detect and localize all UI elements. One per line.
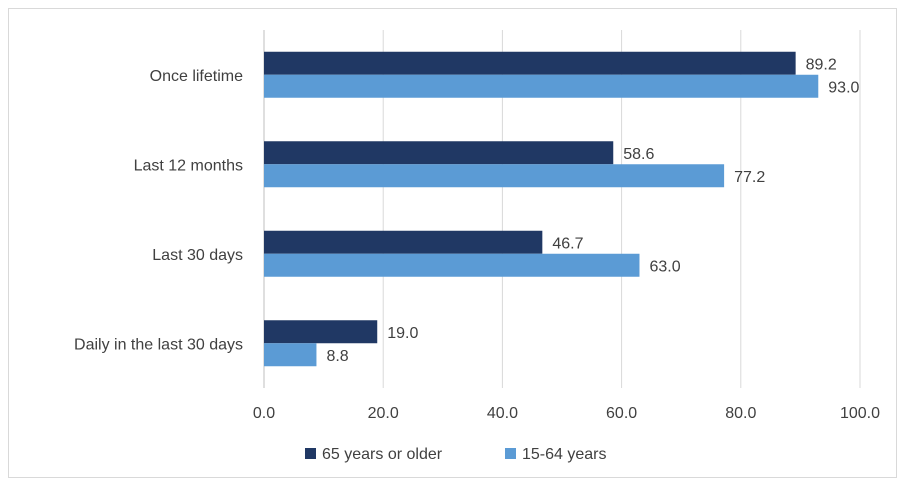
category-label: Once lifetime [150,68,243,85]
data-label: 89.2 [806,56,837,73]
bar-15-64 [264,74,819,98]
x-tick-label: 100.0 [840,405,880,422]
data-label: 8.8 [326,348,348,365]
x-tick-label: 0.0 [253,405,275,422]
data-label: 63.0 [649,258,680,275]
bar-65-plus [264,51,796,75]
category-label: Last 12 months [134,157,243,174]
data-label: 93.0 [828,79,859,96]
data-label: 77.2 [734,169,765,186]
x-tick-label: 20.0 [368,405,399,422]
bar-65-plus [264,230,543,254]
legend-swatch-65-plus [305,448,316,459]
x-tick-label: 60.0 [606,405,637,422]
bar-15-64 [264,164,725,188]
bar-65-plus [264,320,378,344]
category-label: Daily in the last 30 days [74,336,243,353]
legend-label-65-plus: 65 years or older [322,446,443,463]
bar-65-plus [264,141,614,165]
legend-label-15-64: 15-64 years [522,446,607,463]
data-label: 46.7 [552,235,583,252]
x-tick-label: 80.0 [725,405,756,422]
category-label: Last 30 days [152,247,243,264]
x-tick-label: 40.0 [487,405,518,422]
legend-swatch-15-64 [505,448,516,459]
bar-15-64 [264,343,317,367]
data-label: 19.0 [387,325,418,342]
data-label: 58.6 [623,146,654,163]
bar-15-64 [264,253,640,277]
